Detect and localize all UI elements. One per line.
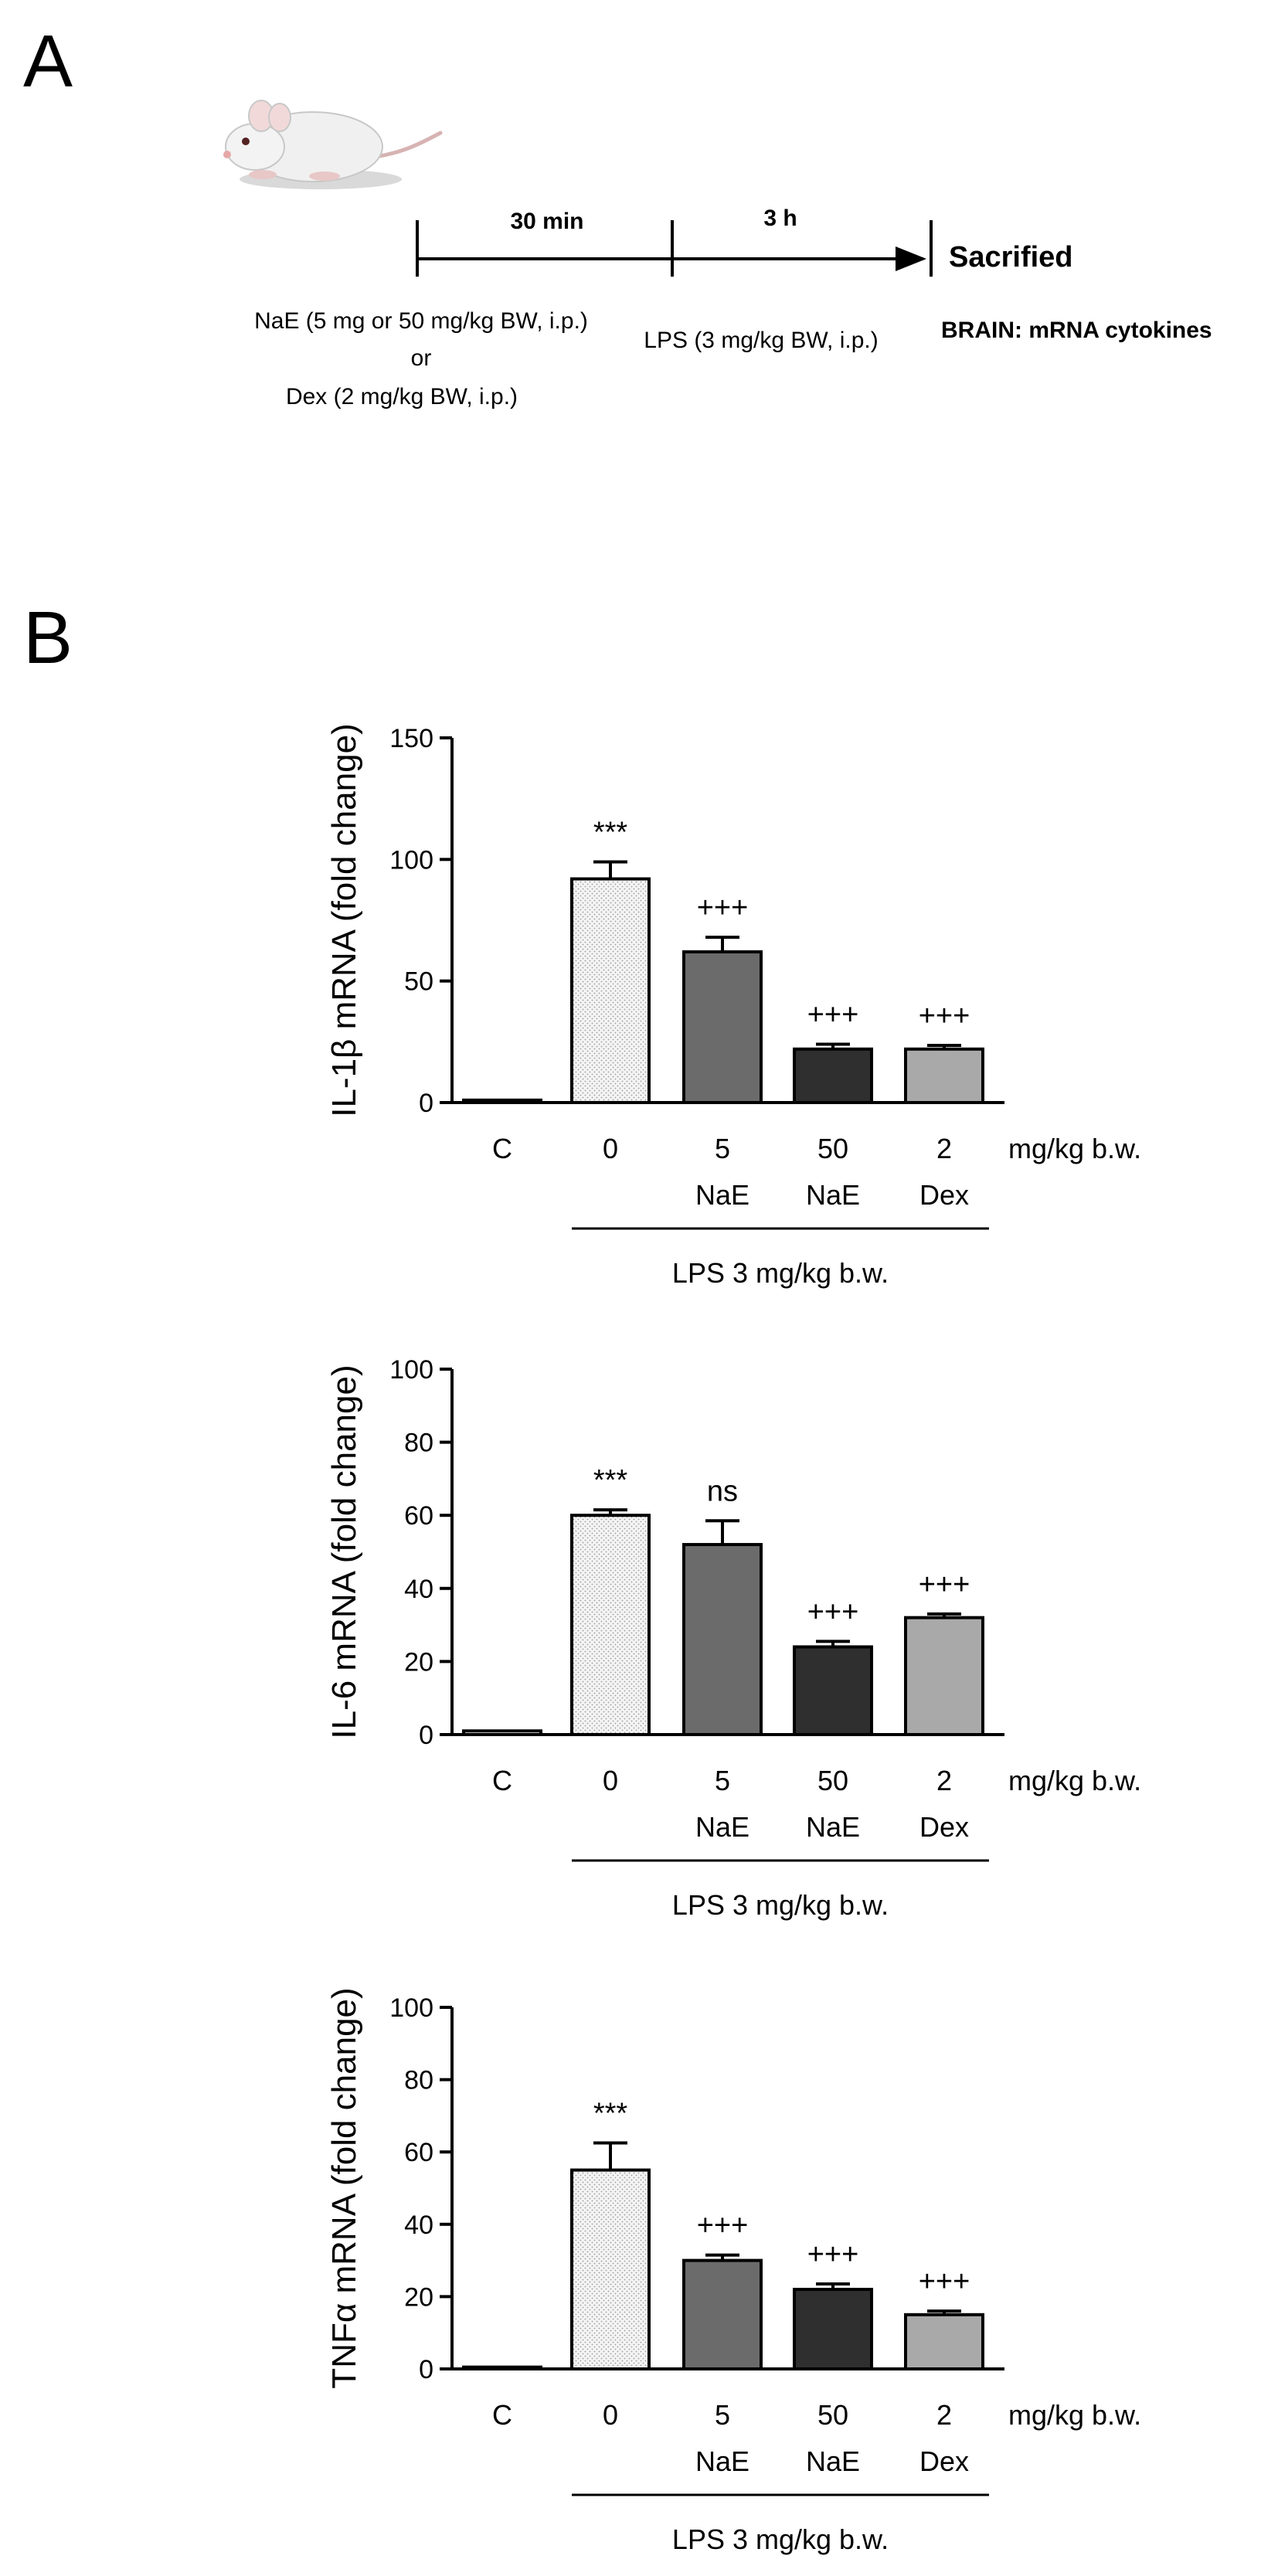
bar-lps-nae-50 xyxy=(793,2288,873,2371)
bar-lps-nae-5 xyxy=(682,950,763,1104)
category-label: 5 xyxy=(715,1765,730,1796)
significance-label: +++ xyxy=(697,892,749,924)
significance-label: ns xyxy=(707,1475,738,1507)
category-sublabel: Dex xyxy=(919,1811,969,1843)
bar-lps-nae-5 xyxy=(682,1543,763,1737)
bar-lps-only xyxy=(570,877,651,1105)
y-tick-label: 20 xyxy=(404,1647,433,1677)
significance-label: +++ xyxy=(807,998,859,1031)
bar-control xyxy=(462,2365,542,2370)
interval-2-label: 3 h xyxy=(763,206,797,231)
category-label: 0 xyxy=(603,1765,618,1796)
category-label: C xyxy=(492,1133,512,1164)
significance-label: *** xyxy=(593,816,628,848)
y-tick-label: 100 xyxy=(389,1355,433,1385)
y-tick-label: 100 xyxy=(389,1993,433,2023)
bar-lps-nae-5 xyxy=(682,2258,763,2371)
y-tick-label: 0 xyxy=(419,2355,433,2384)
sacrificed-label: Sacrified xyxy=(949,241,1073,274)
category-label: C xyxy=(492,1765,512,1796)
category-sublabel: Dex xyxy=(919,1179,969,1211)
significance-label: *** xyxy=(593,1464,628,1497)
bar-lps-nae-50 xyxy=(793,1047,873,1104)
significance-label: *** xyxy=(593,2098,628,2130)
category-sublabel: NaE xyxy=(695,1811,749,1843)
category-sublabel: NaE xyxy=(806,1179,860,1211)
category-sublabel: NaE xyxy=(695,2445,749,2477)
y-tick-label: 50 xyxy=(404,967,433,997)
panel-a: A 30 min 3 h Sacrified NaE (5 mg or 50 m… xyxy=(23,20,1212,410)
category-label: C xyxy=(492,2399,512,2431)
category-sublabel: NaE xyxy=(806,1811,860,1843)
y-tick-label: 100 xyxy=(389,845,433,875)
y-tick-label: 0 xyxy=(419,1089,433,1118)
y-axis-label: TNFα mRNA (fold change) xyxy=(325,1987,363,2388)
category-label: 50 xyxy=(817,1765,848,1796)
y-tick-label: 40 xyxy=(404,2211,433,2240)
unit-label: mg/kg b.w. xyxy=(1008,1765,1141,1796)
bar-control xyxy=(462,1098,542,1105)
bar-lps-dex-2 xyxy=(904,2313,984,2371)
category-sublabel: Dex xyxy=(919,2445,969,2477)
y-tick-label: 20 xyxy=(404,2282,433,2312)
category-sublabel: NaE xyxy=(695,1179,749,1211)
y-axis-label: IL-1β mRNA (fold change) xyxy=(325,723,363,1117)
y-tick-label: 0 xyxy=(419,1721,433,1750)
y-tick-label: 80 xyxy=(404,1429,433,1458)
bar-lps-only xyxy=(570,1514,651,1736)
interval-1-label: 30 min xyxy=(510,209,583,234)
significance-label: +++ xyxy=(919,2265,970,2298)
group-label: LPS 3 mg/kg b.w. xyxy=(672,1889,889,1921)
bar-lps-nae-50 xyxy=(793,1645,873,1736)
outcome-label: BRAIN: mRNA cytokines xyxy=(941,318,1212,343)
category-label: 50 xyxy=(817,1133,848,1164)
treatment-line-1: NaE (5 mg or 50 mg/kg BW, i.p.) xyxy=(254,308,588,334)
group-label: LPS 3 mg/kg b.w. xyxy=(672,2523,889,2555)
y-axis-label: IL-6 mRNA (fold change) xyxy=(325,1364,363,1738)
y-tick-label: 60 xyxy=(404,2138,433,2167)
category-label: 50 xyxy=(817,2399,848,2431)
category-label: 2 xyxy=(936,1133,952,1164)
treatment-line-2: Dex (2 mg/kg BW, i.p.) xyxy=(286,384,518,410)
category-label: 5 xyxy=(715,1133,730,1164)
category-label: 2 xyxy=(936,2399,952,2431)
category-label: 5 xyxy=(715,2399,730,2431)
significance-label: +++ xyxy=(919,1000,970,1032)
y-tick-label: 60 xyxy=(404,1501,433,1531)
bar-lps-dex-2 xyxy=(904,1047,984,1104)
y-tick-label: 80 xyxy=(404,2066,433,2095)
unit-label: mg/kg b.w. xyxy=(1008,1133,1141,1164)
panel-a-letter: A xyxy=(23,20,73,103)
mouse-icon xyxy=(223,100,443,189)
category-label: 0 xyxy=(603,1133,618,1164)
group-label: LPS 3 mg/kg b.w. xyxy=(672,1257,889,1289)
y-tick-label: 150 xyxy=(389,724,433,753)
category-sublabel: NaE xyxy=(806,2445,860,2477)
significance-label: +++ xyxy=(807,1596,859,1628)
panel-b-letter: B xyxy=(23,596,73,679)
significance-label: +++ xyxy=(919,1568,970,1601)
y-tick-label: 40 xyxy=(404,1575,433,1604)
lps-label: LPS (3 mg/kg BW, i.p.) xyxy=(644,328,878,353)
significance-label: +++ xyxy=(697,2210,749,2242)
bar-control xyxy=(462,1729,542,1737)
unit-label: mg/kg b.w. xyxy=(1008,2399,1141,2431)
category-label: 0 xyxy=(603,2399,618,2431)
bar-lps-only xyxy=(570,2168,651,2371)
treatment-or: or xyxy=(411,345,432,371)
significance-label: +++ xyxy=(807,2238,859,2271)
category-label: 2 xyxy=(936,1765,952,1796)
